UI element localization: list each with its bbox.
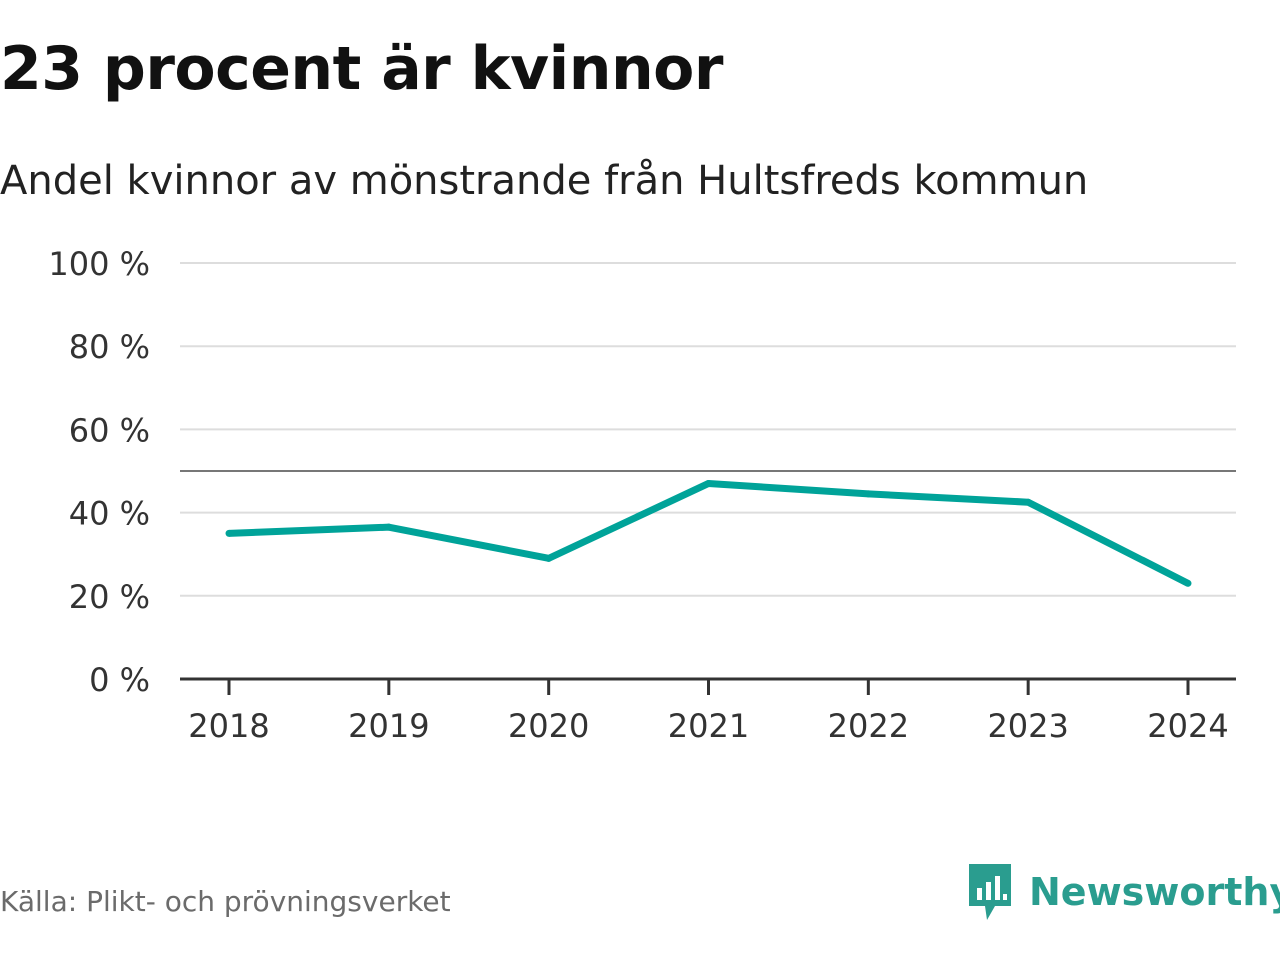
x-tick-label: 2020: [508, 707, 589, 745]
y-tick-label: 60 %: [69, 411, 150, 449]
series-line: [228, 479, 1190, 587]
x-tick-label: 2018: [188, 707, 269, 745]
source-note: Källa: Plikt- och prövningsverket: [0, 885, 451, 918]
data-point-2020: [545, 554, 553, 562]
x-tick-label: 2024: [1147, 707, 1228, 745]
data-point-2022: [864, 490, 872, 498]
data-point-2018: [225, 529, 233, 537]
y-tick-label: 20 %: [69, 578, 150, 616]
y-tick-labels: 0 % 20 % 40 % 60 % 80 % 100 %: [48, 245, 150, 699]
y-tick-label: 80 %: [69, 328, 150, 366]
newsworthy-logo-icon: [969, 864, 1011, 920]
grid-layer: [180, 262, 1236, 597]
x-tick-labels: 2018 2019 2020 2021 2022 2023 2024: [180, 677, 1236, 745]
newsworthy-logo: Newsworthy: [965, 862, 1280, 922]
chart-subtitle: Andel kvinnor av mönstrande från Hultsfr…: [0, 158, 1089, 204]
data-point-2021: [705, 479, 712, 487]
data-point-2024: [1184, 579, 1192, 587]
y-tick-label: 0 %: [89, 661, 150, 699]
x-tick-label: 2019: [348, 707, 429, 745]
x-tick-label: 2023: [987, 707, 1068, 745]
y-tick-label: 40 %: [69, 495, 150, 533]
brand-name: Newsworthy: [1029, 870, 1280, 914]
x-tick-label: 2021: [668, 707, 749, 745]
data-point-2019: [385, 523, 393, 531]
series-layer: [225, 479, 1192, 587]
chart-title: 23 procent är kvinnor: [0, 34, 723, 104]
data-point-2023: [1024, 498, 1032, 506]
x-tick-label: 2022: [828, 707, 909, 745]
y-tick-label: 100 %: [48, 245, 150, 283]
